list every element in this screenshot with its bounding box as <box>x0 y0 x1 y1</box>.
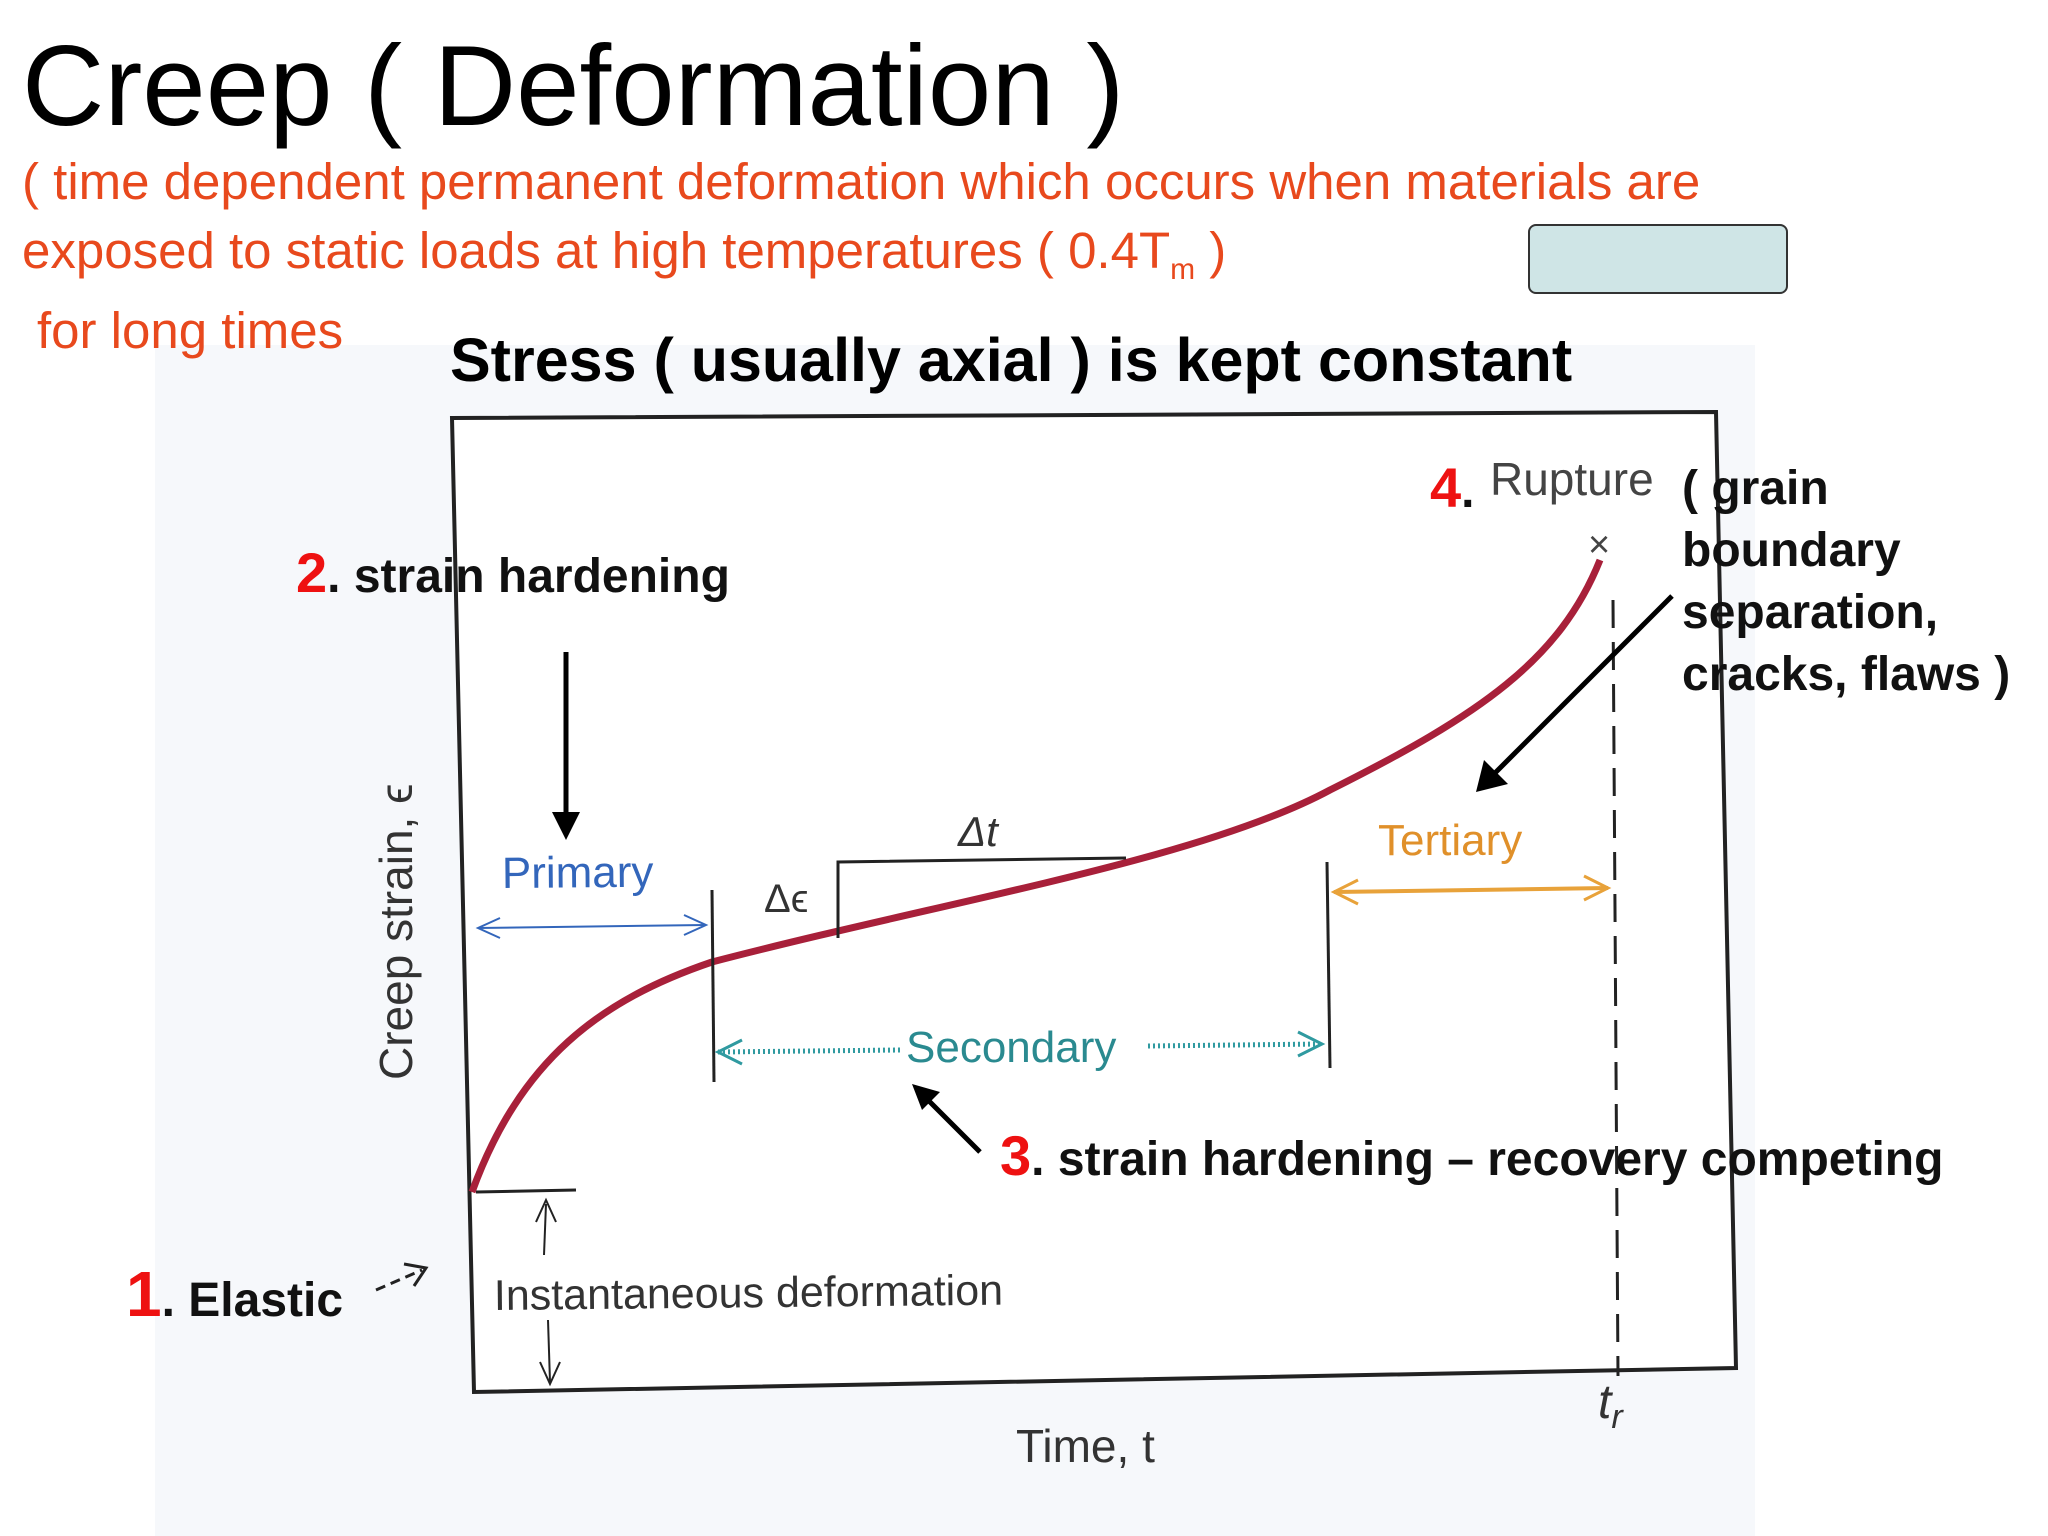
definition-close-paren: ) <box>1195 222 1227 279</box>
rupture-note: ( grain boundary separation, cracks, fla… <box>1682 458 2010 706</box>
secondary-label: Secondary <box>906 1023 1116 1072</box>
melting-temp-subscript: m <box>1170 253 1196 287</box>
secondary-range-arrow-right <box>1147 1041 1323 1049</box>
definition-line-3: for long times <box>37 302 344 359</box>
slide-title: Creep ( Deformation ) <box>22 23 1125 150</box>
secondary-arrowhead-left <box>714 1038 743 1066</box>
annotation-2-text: . strain hardening <box>327 550 730 603</box>
annotation-4-text: . <box>1461 465 1475 518</box>
annotation-3-text: . strain hardening – recovery competing <box>1031 1133 1944 1186</box>
recovery-arrowhead <box>912 1084 940 1110</box>
rupture-note-line-4: cracks, flaws ) <box>1682 648 2011 701</box>
rupture-time-subscript: r <box>1611 1398 1624 1436</box>
definition-line-2: exposed to static loads at high temperat… <box>22 225 1226 285</box>
annotation-4: 4. <box>1430 460 1475 516</box>
rupture-time-symbol: t <box>1598 1376 1613 1429</box>
rupture-label: Rupture <box>1490 453 1654 505</box>
tertiary-arrowhead-right <box>1583 874 1612 902</box>
rupture-mark: × <box>1588 524 1610 566</box>
creep-curve <box>468 558 1604 1194</box>
blank-badge <box>1528 224 1788 294</box>
annotation-3: 3. strain hardening – recovery competing <box>1000 1128 1943 1184</box>
rupture-note-arrowhead <box>1476 760 1508 792</box>
delta-eps-label: Δϵ <box>764 877 808 921</box>
rupture-time-line <box>1611 599 1620 1377</box>
x-axis-label: Time, t <box>1016 1420 1155 1472</box>
rupture-time-label: tr <box>1598 1376 1624 1436</box>
instantaneous-tick-top <box>475 1188 577 1194</box>
rupture-note-line-2: boundary <box>1682 524 1901 577</box>
elastic-arrow <box>375 1268 423 1292</box>
strain-hardening-arrowhead <box>552 812 580 840</box>
annotation-1-text: . Elastic <box>161 1274 344 1327</box>
annotation-2-number: 2 <box>296 541 328 604</box>
tertiary-range-arrow <box>1333 886 1609 894</box>
primary-secondary-boundary <box>710 889 716 1083</box>
definition-line-1: ( time dependent permanent deformation w… <box>22 153 1701 210</box>
rupture-note-line-3: separation, <box>1682 586 1939 639</box>
elastic-arrowhead <box>403 1262 429 1287</box>
tertiary-arrowhead-left <box>1330 878 1359 906</box>
instantaneous-label: Instantaneous deformation <box>494 1267 1004 1320</box>
instantaneous-arrowhead-down <box>539 1361 561 1387</box>
primary-label: Primary <box>502 848 654 898</box>
secondary-range-arrow-left <box>717 1047 901 1055</box>
annotation-1-number: 1 <box>126 1258 162 1330</box>
annotation-3-number: 3 <box>1000 1124 1032 1187</box>
secondary-arrowhead-right <box>1297 1030 1326 1058</box>
primary-arrowhead-right <box>683 914 709 936</box>
delta-t-label: Δt <box>957 808 1000 855</box>
definition-text: exposed to static loads at high temperat… <box>22 222 1171 279</box>
rupture-note-arrow <box>1488 594 1674 780</box>
annotation-4-number: 4 <box>1430 456 1462 519</box>
plot-frame <box>449 409 1739 1395</box>
instantaneous-arrow-up <box>543 1203 547 1256</box>
y-axis-label: Creep strain, ϵ <box>370 784 422 1080</box>
annotation-1: 1. Elastic <box>126 1262 343 1326</box>
annotation-2: 2. strain hardening <box>296 545 730 601</box>
primary-range-arrow <box>477 924 707 929</box>
instantaneous-arrowhead-up <box>535 1197 557 1223</box>
tertiary-label: Tertiary <box>1378 816 1522 865</box>
stress-heading: Stress ( usually axial ) is kept constan… <box>450 326 1573 394</box>
primary-arrowhead-left <box>475 917 501 939</box>
slope-bracket <box>836 856 1127 938</box>
rupture-note-line-1: ( grain <box>1682 462 1829 515</box>
instantaneous-arrow-down <box>547 1319 551 1383</box>
secondary-tertiary-boundary <box>1325 861 1332 1069</box>
